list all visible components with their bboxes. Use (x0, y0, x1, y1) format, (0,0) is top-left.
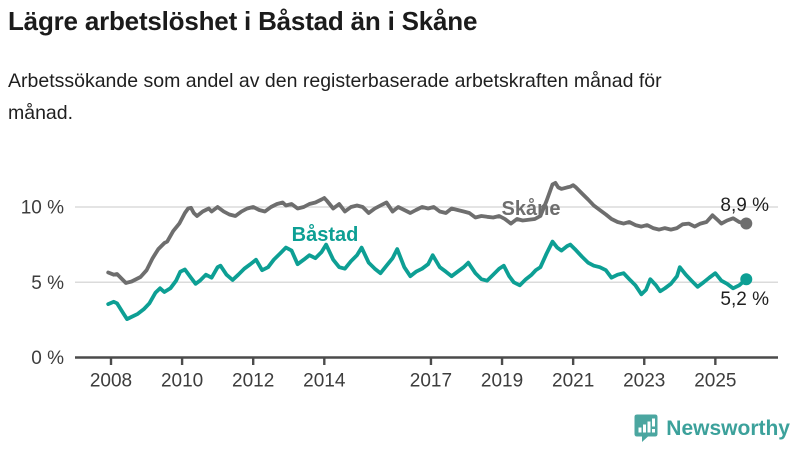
x-axis-label-2010: 2010 (161, 371, 203, 392)
series-label-bastad: Båstad (292, 223, 359, 246)
x-axis-label-2014: 2014 (303, 371, 346, 392)
chart-title: Lägre arbetslöshet i Båstad än i Skåne (8, 6, 478, 36)
series-end-dot-båstad (740, 273, 753, 286)
series-label-skane: Skåne (502, 197, 561, 220)
x-axis-label-2023: 2023 (623, 371, 665, 392)
series-line-skåne (106, 180, 749, 285)
chart-subtitle: Arbetssökande som andel av den registerb… (8, 70, 662, 124)
x-axis-label-2017: 2017 (410, 371, 452, 392)
x-axis-label-2012: 2012 (232, 371, 274, 392)
end-value-bastad: 5,2 % (720, 289, 769, 310)
bar-chart-speech-bubble-icon (634, 414, 658, 442)
y-axis-label-5: 5 % (31, 273, 64, 294)
newsworthy-logo: Newsworthy (634, 414, 790, 443)
series-line-båstad (106, 239, 749, 322)
y-axis-label-10: 10 % (21, 198, 64, 219)
x-axis-label-2019: 2019 (481, 371, 523, 392)
x-axis-label-2021: 2021 (552, 371, 594, 392)
newsworthy-logo-text: Newsworthy (666, 416, 790, 440)
x-axis-label-2025: 2025 (694, 371, 736, 392)
series-end-dot-skåne (740, 217, 753, 230)
y-axis-label-0: 0 % (31, 348, 64, 369)
end-value-skane: 8,9 % (720, 195, 769, 216)
x-axis-label-2008: 2008 (90, 371, 132, 392)
